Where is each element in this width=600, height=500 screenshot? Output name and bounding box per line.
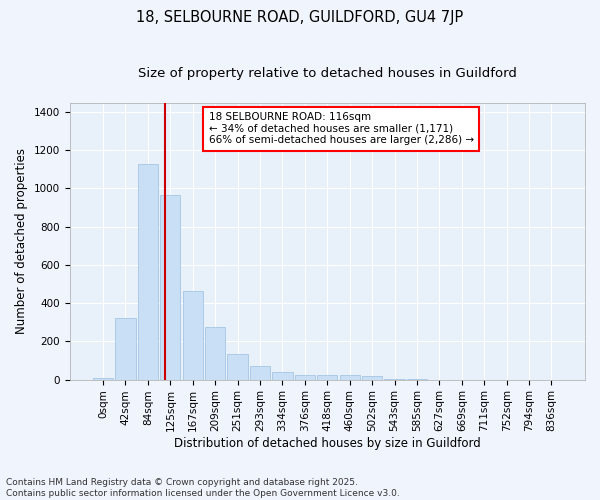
Text: 18, SELBOURNE ROAD, GUILDFORD, GU4 7JP: 18, SELBOURNE ROAD, GUILDFORD, GU4 7JP [136,10,464,25]
Bar [362,376,382,380]
Bar [272,372,293,380]
Text: Contains HM Land Registry data © Crown copyright and database right 2025.
Contai: Contains HM Land Registry data © Crown c… [6,478,400,498]
Bar [160,195,181,380]
X-axis label: Distribution of detached houses by size in Guildford: Distribution of detached houses by size … [174,437,481,450]
Bar [250,366,270,380]
Title: Size of property relative to detached houses in Guildford: Size of property relative to detached ho… [138,68,517,80]
Y-axis label: Number of detached properties: Number of detached properties [15,148,28,334]
Bar [295,376,315,380]
Bar [115,318,136,380]
Bar [227,354,248,380]
Bar [182,290,203,380]
Bar [93,378,113,380]
Bar [138,164,158,380]
Bar [340,376,360,380]
Bar [317,375,337,380]
Bar [205,327,225,380]
Text: 18 SELBOURNE ROAD: 116sqm
← 34% of detached houses are smaller (1,171)
66% of se: 18 SELBOURNE ROAD: 116sqm ← 34% of detac… [209,112,474,146]
